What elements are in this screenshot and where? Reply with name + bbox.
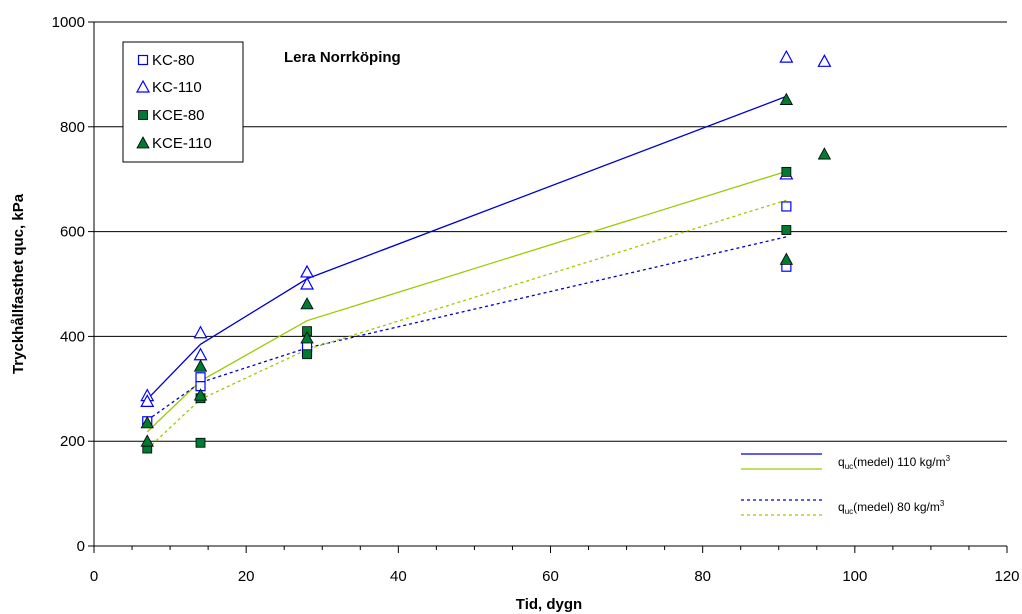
trend-line-0 xyxy=(146,95,787,400)
y-axis-ticks: 0 200 400 600 800 1000 xyxy=(52,14,94,555)
marker-kc-80-1 xyxy=(195,372,206,383)
trend-line-2 xyxy=(146,236,787,421)
trend-legend-prefix: q xyxy=(838,500,845,514)
x-tick-label-1: 20 xyxy=(238,568,255,585)
y-tick-label-1: 200 xyxy=(60,433,85,450)
trend-legend-label-0: quc(medel) 110 kg/m3 xyxy=(838,454,951,471)
trend-legend-prefix: q xyxy=(838,455,845,469)
legend-label-kce-80: KCE-80 xyxy=(152,107,205,124)
marker-kce-110-4 xyxy=(300,297,314,310)
trend-legend-superscript: 3 xyxy=(946,454,951,463)
marker-kce-110-2 xyxy=(193,359,208,372)
x-tick-label-6: 120 xyxy=(994,568,1019,585)
marker-kc-110-3 xyxy=(193,347,208,361)
marker-kc-110-8 xyxy=(817,54,832,67)
series-legend: KC-80 KC-110 KCE-80 KCE-110 xyxy=(122,41,244,163)
marker-kce-110-6 xyxy=(779,92,794,105)
legend-marker-kce-110 xyxy=(136,136,150,149)
trend-legend-label-1: quc(medel) 80 kg/m3 xyxy=(838,499,945,516)
marker-kce-80-1 xyxy=(195,437,206,448)
marker-kc-80-5 xyxy=(781,201,792,212)
legend-label-kc-80: KC-80 xyxy=(152,52,195,69)
legend-marker-kc-110 xyxy=(135,79,151,93)
marker-kce-110-1 xyxy=(140,416,154,429)
marker-kc-110-2 xyxy=(193,325,208,339)
marker-kce-110-5 xyxy=(300,331,314,344)
gridlines xyxy=(94,21,1007,442)
x-tick-label-0: 0 xyxy=(90,568,98,585)
x-axis-ticks: 0 20 40 60 80 100 120 xyxy=(90,546,1020,585)
trend-line-1 xyxy=(146,170,787,433)
marker-kce-110-0 xyxy=(140,434,154,447)
marker-kc-110-1 xyxy=(140,394,155,407)
y-tick-label-4: 800 xyxy=(60,119,85,136)
x-tick-label-5: 100 xyxy=(842,568,867,585)
y-tick-label-2: 400 xyxy=(60,328,85,345)
x-tick-label-3: 60 xyxy=(542,568,559,585)
y-tick-label-3: 600 xyxy=(60,224,85,241)
marker-kce-80-4 xyxy=(302,349,312,360)
trend-legend-text: (medel) 110 kg/m xyxy=(853,455,945,469)
trend-legend-subscript: uc xyxy=(845,462,853,471)
x-tick-label-4: 80 xyxy=(694,568,711,585)
legend-label-kc-110: KC-110 xyxy=(152,79,202,96)
marker-kc-110-4 xyxy=(300,264,315,278)
data-markers xyxy=(140,49,832,454)
y-tick-label-5: 1000 xyxy=(52,14,85,31)
marker-kce-80-6 xyxy=(781,225,792,235)
marker-kce-110-7 xyxy=(779,252,794,265)
trend-legend-subscript: uc xyxy=(845,507,853,516)
marker-kce-80-5 xyxy=(781,166,792,177)
marker-kce-110-3 xyxy=(193,388,208,401)
x-tick-label-2: 40 xyxy=(390,568,407,585)
chart-annotation: Lera Norrköping xyxy=(284,49,401,66)
trend-lines xyxy=(146,95,787,450)
y-tick-label-0: 0 xyxy=(77,538,85,555)
legend-marker-kce-80 xyxy=(138,110,148,120)
marker-kc-110-6 xyxy=(779,49,794,63)
y-axis-title: Tryckhållfasthet quc, kPa xyxy=(10,193,27,374)
legend-marker-kc-80 xyxy=(137,54,149,66)
marker-kce-110-8 xyxy=(817,147,832,160)
x-axis-title: Tid, dygn xyxy=(516,596,582,613)
trend-legend-text: (medel) 80 kg/m xyxy=(853,500,940,514)
marker-kc-110-5 xyxy=(300,276,315,290)
legend-label-kce-110: KCE-110 xyxy=(152,135,212,152)
trend-legend-superscript: 3 xyxy=(940,499,945,508)
trend-line-3 xyxy=(146,199,787,450)
